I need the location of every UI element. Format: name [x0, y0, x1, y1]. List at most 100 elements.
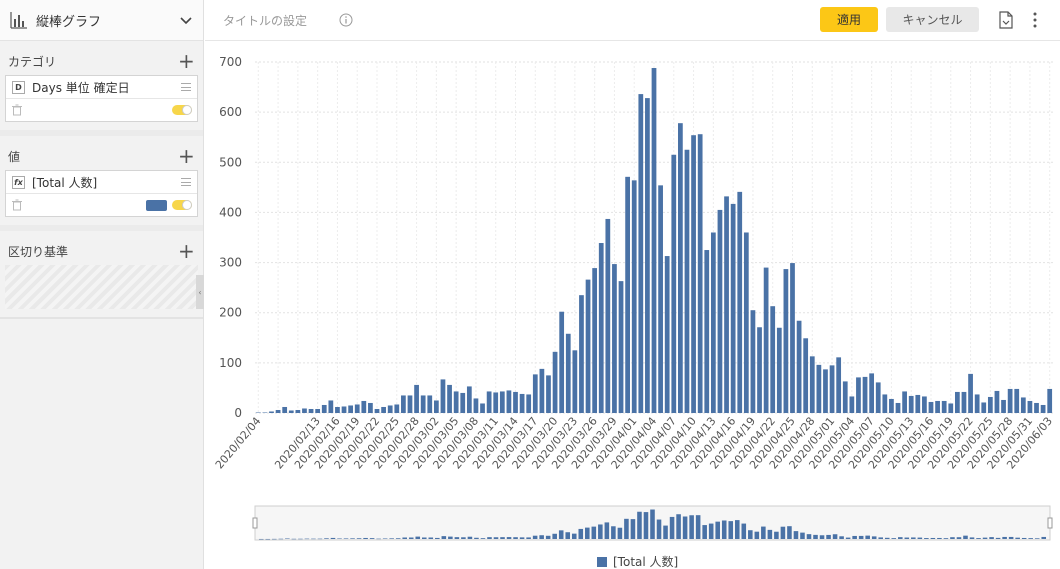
y-tick-label: 400 [219, 205, 242, 219]
bar [922, 396, 927, 413]
bar [974, 394, 980, 413]
bar [328, 400, 334, 413]
mini-bar [669, 516, 675, 539]
bar [704, 250, 710, 413]
bar [532, 374, 538, 413]
mini-bar [845, 537, 851, 539]
mini-bar [1008, 536, 1014, 539]
bar [288, 410, 294, 413]
bar [948, 403, 954, 413]
title-setting[interactable]: タイトルの設定 [223, 13, 308, 28]
bar [928, 401, 934, 413]
menu-icon[interactable] [181, 83, 191, 91]
bar [453, 391, 459, 413]
bar [750, 310, 756, 413]
bar [1001, 399, 1006, 413]
mini-bar [545, 535, 551, 539]
bar [605, 218, 611, 413]
category-section: カテゴリ + D Days 単位 確定日 [0, 41, 203, 136]
bar [625, 176, 630, 413]
mini-bar [937, 537, 942, 539]
toggle-icon[interactable] [172, 200, 192, 210]
trash-icon[interactable] [11, 104, 23, 116]
bar [994, 390, 1000, 413]
bar [460, 392, 466, 413]
bar [658, 185, 663, 413]
y-tick-label: 500 [219, 155, 242, 169]
mini-bar [826, 534, 831, 539]
mini-bar [598, 524, 603, 539]
mini-bar [800, 532, 805, 539]
chevron-down-icon[interactable] [179, 13, 193, 27]
add-value-plus-icon[interactable]: + [178, 144, 195, 168]
bar [598, 243, 604, 413]
chart-type-selector[interactable]: 縦棒グラフ [0, 0, 203, 41]
mini-bar [552, 533, 557, 539]
chart-icon [10, 12, 27, 29]
mini-bar [304, 538, 310, 540]
bar [875, 382, 881, 413]
bar [407, 395, 413, 413]
mini-bar [767, 529, 773, 539]
chart-area: 0 100 200 300 400 500 600 700 2020/02/04 2020/02/… [205, 42, 1060, 569]
bar [737, 191, 743, 413]
mini-bar [337, 538, 342, 539]
mini-bar [1034, 538, 1040, 539]
bar [816, 364, 822, 413]
add-category-plus-icon[interactable]: + [178, 49, 195, 73]
legend-label: [Total 人数] [613, 555, 679, 569]
bar [915, 394, 921, 413]
value-field-label: [Total 人数] [32, 175, 98, 190]
mini-bar [311, 538, 316, 540]
bar [612, 264, 617, 413]
mini-bar [467, 536, 473, 539]
info-icon[interactable] [339, 13, 353, 27]
breakdown-drop-zone[interactable] [5, 265, 198, 309]
legend[interactable]: [Total 人数] [597, 553, 678, 569]
bar [401, 395, 406, 413]
mini-bar [376, 538, 381, 540]
bar [954, 391, 960, 413]
mini-bar [689, 515, 694, 539]
bar [776, 327, 782, 413]
apply-button[interactable]: 適用 [820, 7, 878, 32]
bar [420, 395, 426, 413]
value-field[interactable]: fx [Total 人数] [5, 170, 198, 217]
sidebar-collapse-handle[interactable]: ‹ [196, 275, 204, 309]
cancel-button[interactable]: キャンセル [886, 7, 979, 32]
export-icon[interactable] [998, 11, 1014, 29]
more-icon[interactable] [1032, 12, 1038, 28]
bar [638, 94, 644, 413]
mini-bar [291, 538, 297, 540]
mini-bar [995, 537, 1001, 539]
bar [381, 406, 386, 413]
series-color-swatch[interactable] [146, 199, 167, 211]
mini-bar [298, 538, 303, 540]
mini-bar [741, 523, 747, 539]
mini-bar [950, 537, 955, 539]
category-field[interactable]: D Days 単位 確定日 [5, 75, 198, 122]
mini-bar [604, 522, 610, 539]
add-breakdown-plus-icon[interactable]: + [178, 239, 195, 263]
mini-bar [1021, 537, 1027, 539]
bar [486, 391, 492, 413]
y-tick-label: 300 [219, 256, 242, 270]
x-tick-label: 2020/02/04 [213, 415, 264, 472]
menu-icon[interactable] [181, 178, 191, 186]
bar [1020, 397, 1026, 413]
bar [961, 391, 967, 413]
bar [678, 123, 683, 413]
y-tick-label: 0 [234, 406, 242, 420]
category-section-label: カテゴリ [8, 54, 57, 69]
mini-bar [839, 536, 844, 539]
mini-bar [956, 537, 962, 539]
mini-bar [441, 536, 447, 539]
bar [697, 134, 703, 413]
mini-bar [402, 537, 407, 539]
bar [770, 306, 776, 413]
mini-bar [611, 526, 616, 539]
toggle-icon[interactable] [172, 105, 192, 115]
mini-bar [317, 538, 323, 540]
trash-icon[interactable] [11, 199, 23, 211]
